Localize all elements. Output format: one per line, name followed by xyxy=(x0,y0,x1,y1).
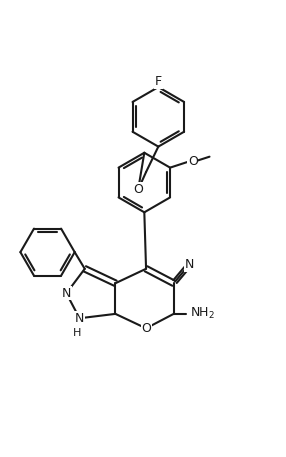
Text: N: N xyxy=(62,287,71,300)
Text: H: H xyxy=(73,328,82,338)
Text: NH$_2$: NH$_2$ xyxy=(190,306,215,321)
Text: F: F xyxy=(155,75,162,88)
Text: N: N xyxy=(184,258,194,271)
Text: O: O xyxy=(141,322,151,335)
Text: O: O xyxy=(133,183,143,196)
Text: N: N xyxy=(75,312,84,325)
Text: O: O xyxy=(188,154,198,168)
